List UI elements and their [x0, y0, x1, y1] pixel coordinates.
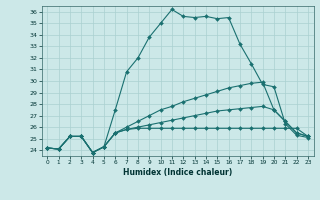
X-axis label: Humidex (Indice chaleur): Humidex (Indice chaleur) [123, 168, 232, 177]
